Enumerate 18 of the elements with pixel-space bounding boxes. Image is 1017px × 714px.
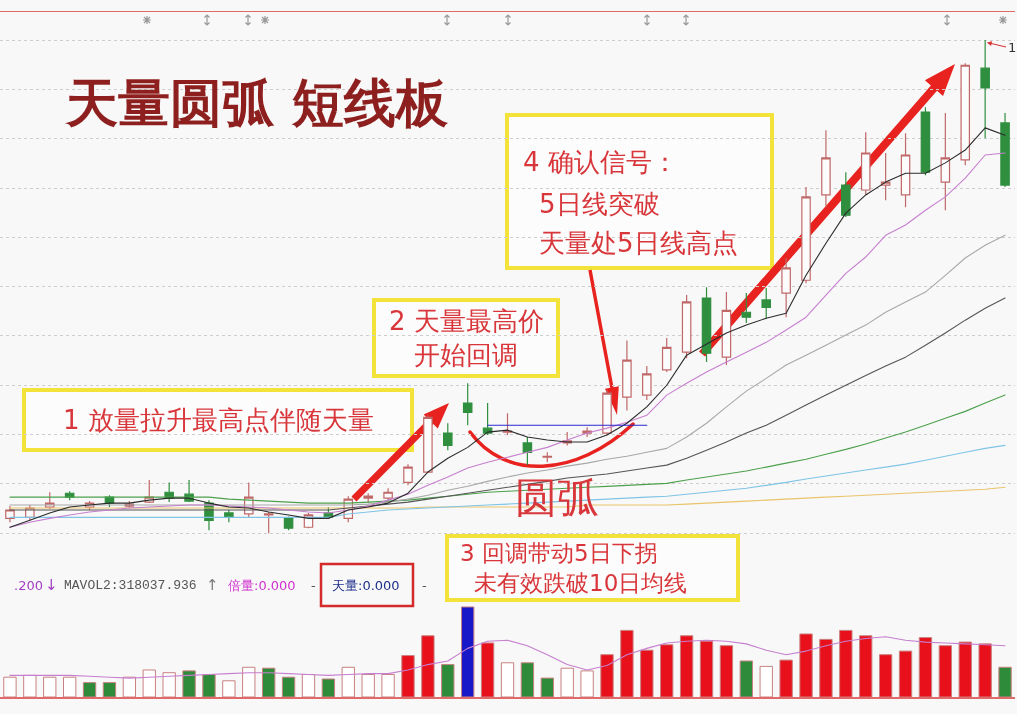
annotation: 1 <box>1008 40 1017 55</box>
annotation: 1 放量拉升最高点伴随天量 <box>63 405 374 435</box>
annotation: 4 确认信号： <box>523 147 678 177</box>
annotation: 开始回调 <box>414 340 518 370</box>
text: ↑ <box>206 576 219 594</box>
annotation: 天量处5日线高点 <box>539 228 738 258</box>
text: 倍量:0.000 <box>228 578 296 593</box>
text: 未有效跌破10日均线 <box>474 570 688 596</box>
annotation: 2 天量最高价 <box>389 306 544 336</box>
text: - <box>311 578 316 593</box>
text: .200 <box>14 578 43 593</box>
text: - <box>422 578 427 593</box>
text: MAVOL2:318037.936 <box>64 578 197 593</box>
text: 天量:0.000 <box>332 578 400 593</box>
text: 天量圆弧 短线板 <box>64 73 450 134</box>
text: ↓ <box>45 576 58 594</box>
annotation: 5日线突破 <box>539 189 660 219</box>
text: 3 回调带动5日下拐 <box>460 540 658 566</box>
